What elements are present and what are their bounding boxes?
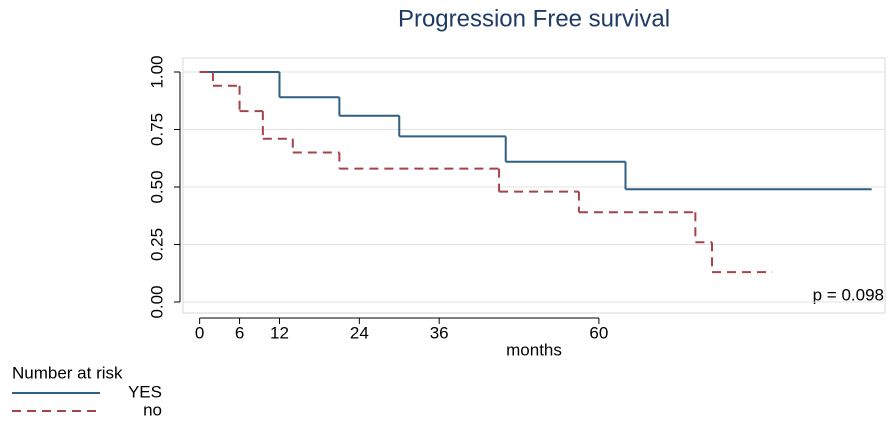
x-tick-label: 0 <box>195 323 204 342</box>
p-value: p = 0.098 <box>813 285 884 304</box>
y-tick-label: 0.50 <box>147 170 166 203</box>
legend-title: Number at risk <box>12 363 123 382</box>
x-tick-label: 36 <box>430 323 449 342</box>
x-axis-label: months <box>506 340 562 359</box>
x-tick-label: 60 <box>589 323 608 342</box>
x-tick-label: 6 <box>235 323 244 342</box>
plot-frame <box>182 57 886 314</box>
y-tick-label: 0.25 <box>147 228 166 261</box>
y-tick-label: 0.75 <box>147 113 166 146</box>
x-tick-label: 24 <box>350 323 369 342</box>
legend-label: no <box>143 400 162 419</box>
y-tick-label: 1.00 <box>147 55 166 88</box>
chart-title: Progression Free survival <box>398 5 670 32</box>
x-tick-label: 12 <box>270 323 289 342</box>
legend-label: YES <box>128 382 162 401</box>
y-tick-label: 0.00 <box>147 285 166 318</box>
